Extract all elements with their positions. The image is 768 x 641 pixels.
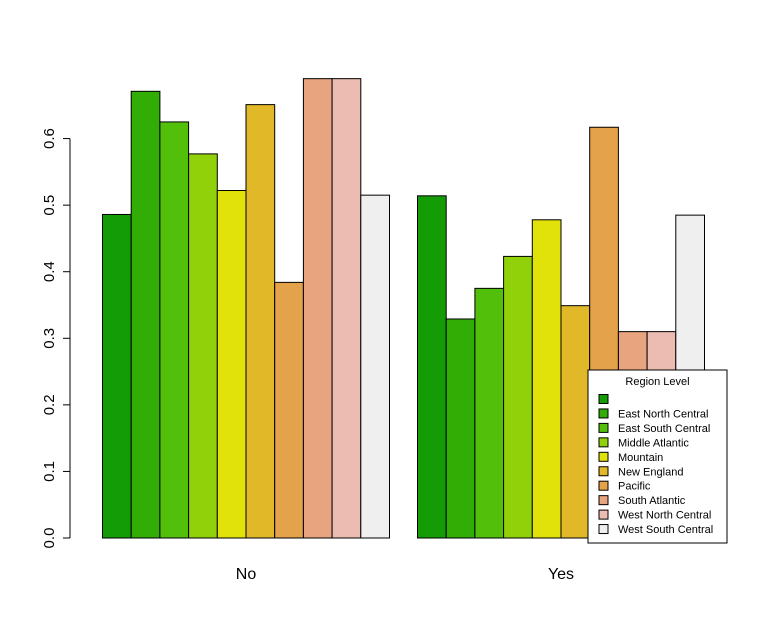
bar: [245, 104, 276, 539]
bar: [417, 195, 447, 539]
bar: [102, 213, 132, 539]
bar: [560, 305, 591, 539]
x-category-label: No: [236, 566, 257, 583]
bar: [445, 318, 476, 539]
y-tick-label: 0.5: [41, 195, 58, 216]
legend-entry: East North Central: [618, 408, 708, 420]
legend-entry: West South Central: [618, 524, 713, 536]
y-tick-label: 0.2: [41, 394, 58, 415]
legend-swatch: [598, 524, 609, 535]
y-tick-label: 0.4: [41, 261, 58, 282]
legend-swatch: [598, 437, 609, 448]
legend-entry: New England: [618, 466, 683, 478]
bar: [531, 219, 562, 539]
legend-swatch: [598, 480, 609, 491]
legend-entry: Mountain: [618, 452, 663, 464]
legend-box: [587, 369, 728, 544]
legend-swatch: [598, 495, 609, 506]
bar: [274, 281, 304, 539]
bar: [216, 189, 247, 539]
legend-entry: Middle Atlantic: [618, 437, 689, 449]
x-axis-labels: No Yes: [236, 566, 574, 583]
legend: Region Level East North Central East South…: [587, 369, 728, 544]
y-tick-label: 0.6: [41, 128, 58, 149]
legend-swatch: [598, 509, 609, 520]
y-tick-label: 0.1: [41, 461, 58, 482]
legend-entry: East South Central: [618, 423, 710, 435]
legend-entry: West North Central: [618, 510, 711, 522]
bar: [130, 90, 161, 539]
legend-entry: South Atlantic: [618, 495, 686, 507]
bar: [302, 78, 333, 539]
bar: [503, 255, 533, 539]
bar: [159, 121, 190, 539]
y-tick-label: 0.3: [41, 328, 58, 349]
bar: [188, 153, 218, 539]
bar: [331, 78, 362, 539]
y-axis: 0.0 0.1 0.2 0.3 0.4 0.5 0.6: [41, 128, 71, 549]
legend-swatch: [598, 422, 609, 433]
legend-entry: Pacific: [618, 481, 651, 493]
bar: [474, 287, 505, 539]
legend-swatch: [598, 408, 609, 419]
legend-title: Region Level: [625, 376, 689, 388]
y-tick-label: 0.0: [41, 528, 58, 549]
bar: [360, 194, 390, 539]
legend-swatch: [598, 394, 609, 404]
x-category-label: Yes: [548, 566, 574, 583]
legend-swatch: [598, 451, 609, 462]
legend-swatch: [598, 466, 609, 477]
